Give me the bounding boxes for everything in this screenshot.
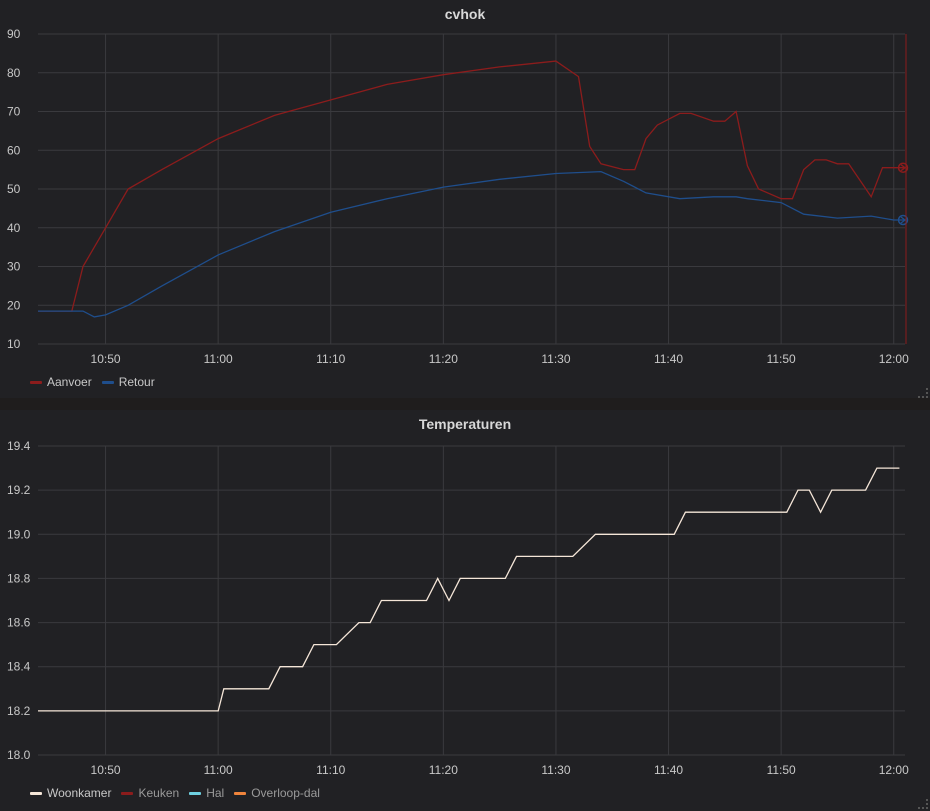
x-tick-label: 12:00 [879, 352, 909, 366]
chart-title: cvhok [444, 6, 486, 22]
legend-label: Hal [206, 786, 225, 800]
y-tick-label: 18.4 [7, 660, 31, 674]
series-end-marker-icon [897, 162, 909, 173]
series-line-retour [38, 170, 905, 318]
resize-handle-icon[interactable] [918, 388, 928, 398]
legend-item-retour[interactable]: Retour [101, 375, 155, 389]
series-end-arrow-icon [900, 164, 907, 172]
y-tick-label: 18.8 [7, 571, 31, 585]
y-tick-label: 18.6 [7, 616, 31, 630]
legend-item-overloop-dal[interactable]: Overloop-dal [234, 786, 320, 800]
legend-swatch [30, 380, 42, 384]
y-tick-label: 60 [7, 143, 21, 157]
x-tick-label: 11:40 [654, 763, 683, 777]
y-tick-label: 70 [7, 105, 21, 119]
x-tick-label: 11:00 [204, 763, 233, 777]
y-tick-label: 18.0 [7, 748, 31, 762]
legend-item-keuken[interactable]: Keuken [121, 786, 179, 800]
y-tick-label: 19.0 [7, 527, 31, 541]
legend-label: Aanvoer [47, 375, 92, 389]
x-tick-label: 10:50 [91, 763, 121, 777]
x-tick-label: 10:50 [91, 352, 121, 366]
series-line-aanvoer [38, 60, 905, 312]
legend-swatch [189, 791, 202, 795]
y-tick-label: 30 [7, 260, 21, 274]
x-tick-label: 12:00 [879, 763, 909, 777]
legend-label: Keuken [138, 786, 180, 800]
legend-item-aanvoer[interactable]: Aanvoer [30, 375, 92, 389]
y-tick-label: 19.2 [7, 483, 31, 497]
y-tick-label: 10 [7, 337, 21, 351]
series-end-marker-icon [897, 214, 909, 226]
chart-title: Temperaturen [418, 416, 512, 432]
x-tick-label: 11:00 [204, 352, 233, 366]
x-tick-label: 11:10 [316, 352, 345, 366]
grid [38, 445, 905, 756]
legend: Woonkamer Keuken Hal Overloop-dal [30, 786, 320, 800]
x-tick-label: 11:20 [429, 352, 458, 366]
legend-swatch [30, 791, 42, 795]
y-tick-label: 18.2 [7, 704, 31, 718]
legend-label: Retour [118, 375, 155, 389]
x-tick-label: 11:10 [316, 763, 345, 777]
y-tick-label: 40 [7, 221, 21, 235]
legend-swatch [121, 791, 134, 795]
x-tick-label: 11:50 [767, 352, 796, 366]
y-tick-label: 90 [7, 27, 21, 41]
x-tick-label: 11:40 [654, 352, 683, 366]
legend-item-hal[interactable]: Hal [189, 786, 224, 800]
y-tick-label: 19.4 [7, 439, 31, 453]
legend: Aanvoer Retour [30, 375, 155, 389]
x-tick-label: 11:30 [541, 763, 570, 777]
chart-panel-cvhok: cvhok 90 80 70 60 50 40 30 20 10 10:50 11:00 11:10 1… [0, 0, 930, 398]
chart-svg-temperaturen: 19.4 19.2 19.0 18.8 18.6 18.4 18.2 18.0 10:50 11:… [7, 439, 909, 777]
x-tick-label: 11:50 [767, 763, 796, 777]
y-tick-label: 50 [7, 182, 21, 196]
legend-item-woonkamer[interactable]: Woonkamer [30, 786, 111, 800]
legend-label: Woonkamer [47, 786, 112, 800]
x-tick-label: 11:30 [541, 352, 570, 366]
chart-svg-cvhok: 90 80 70 60 50 40 30 20 10 10:50 11:00 11:10 11:20 11… [7, 27, 909, 366]
y-tick-label: 20 [7, 298, 21, 312]
legend-swatch [234, 791, 247, 795]
x-tick-label: 11:20 [429, 763, 458, 777]
legend-label: Overloop-dal [251, 786, 320, 800]
grid [38, 33, 905, 345]
legend-swatch [101, 380, 114, 384]
series-line-woonkamer [38, 467, 900, 712]
chart-panel-temperaturen: Temperaturen 19.4 19.2 19.0 18.8 18.6 18.4 18.… [0, 410, 930, 811]
resize-handle-icon[interactable] [918, 799, 928, 809]
series-end-arrow-icon [900, 216, 907, 224]
y-tick-label: 80 [7, 66, 21, 80]
